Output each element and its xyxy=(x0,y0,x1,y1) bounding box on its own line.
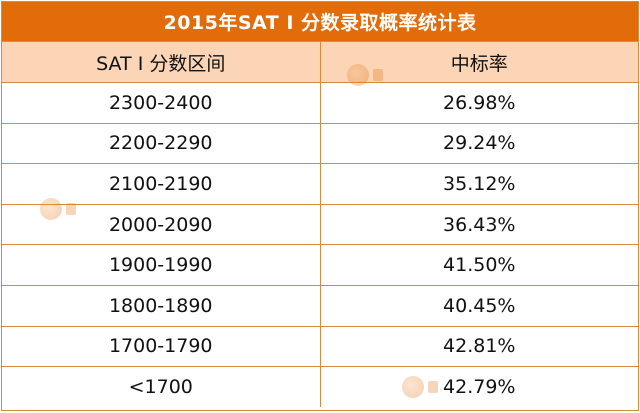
score-range-cell: 2100-2190 xyxy=(2,163,321,205)
header-admission-rate: 中标率 xyxy=(319,42,638,84)
sat-score-table: SAT I 分数区间 中标率 2300-2400 26.98% 2200-229… xyxy=(2,42,638,408)
score-range-cell: 1800-1890 xyxy=(2,285,321,327)
header-row: SAT I 分数区间 中标率 xyxy=(2,42,638,84)
score-range-cell: 2200-2290 xyxy=(2,122,321,165)
table-row: 2000-2090 36.43% xyxy=(2,203,638,246)
rate-cell: 26.98% xyxy=(319,82,638,124)
header-score-range: SAT I 分数区间 xyxy=(2,42,321,84)
score-range-cell: 1900-1990 xyxy=(2,244,321,287)
score-range-cell: 1700-1790 xyxy=(2,325,321,368)
table-row: 2100-2190 35.12% xyxy=(2,163,638,205)
table-row: 1800-1890 40.45% xyxy=(2,285,638,327)
table-title: 2015年SAT I 分数录取概率统计表 xyxy=(2,2,638,42)
rate-cell: 29.24% xyxy=(319,122,638,165)
table-row: <1700 42.79% xyxy=(2,366,638,408)
table-row: 1900-1990 41.50% xyxy=(2,244,638,287)
rate-cell: 42.81% xyxy=(319,325,638,368)
table-row: 2300-2400 26.98% xyxy=(2,82,638,124)
rate-cell: 40.45% xyxy=(319,285,638,327)
rate-cell: 41.50% xyxy=(319,244,638,287)
score-range-cell: 2300-2400 xyxy=(2,82,321,124)
rate-cell: 42.79% xyxy=(319,366,638,408)
table-row: 2200-2290 29.24% xyxy=(2,122,638,165)
table-row: 1700-1790 42.81% xyxy=(2,325,638,368)
rate-cell: 35.12% xyxy=(319,163,638,205)
score-range-cell: 2000-2090 xyxy=(2,203,321,246)
score-range-cell: <1700 xyxy=(2,366,321,408)
rate-cell: 36.43% xyxy=(319,203,638,246)
